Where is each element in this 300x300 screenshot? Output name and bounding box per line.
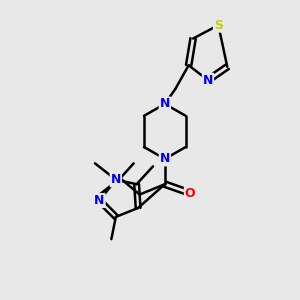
Text: N: N — [160, 152, 170, 165]
Text: N: N — [160, 98, 170, 110]
Text: N: N — [94, 194, 105, 207]
Text: O: O — [185, 187, 195, 200]
Text: N: N — [203, 74, 213, 87]
Text: N: N — [111, 173, 121, 186]
Text: S: S — [214, 19, 223, 32]
